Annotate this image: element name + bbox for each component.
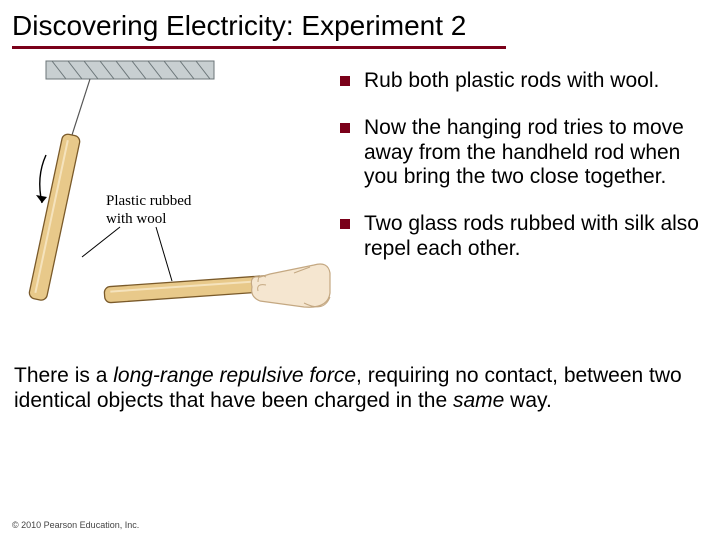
diagram-label-line2: with wool: [106, 211, 166, 227]
summary-part: way.: [504, 389, 551, 412]
copyright-text: © 2010 Pearson Education, Inc.: [12, 520, 139, 530]
bullet-square-icon: [340, 76, 350, 86]
bullet-item: Now the hanging rod tries to move away f…: [340, 116, 708, 190]
diagram-label-line1: Plastic rubbed: [106, 193, 192, 209]
bullet-square-icon: [340, 219, 350, 229]
bullet-item: Rub both plastic rods with wool.: [340, 69, 708, 94]
bullet-list: Rub both plastic rods with wool. Now the…: [332, 57, 708, 357]
bullet-text: Two glass rods rubbed with silk also rep…: [364, 212, 708, 262]
experiment-diagram: Plastic rubbed with wool: [12, 57, 332, 357]
summary-emphasis: same: [453, 389, 504, 412]
bullet-text: Rub both plastic rods with wool.: [364, 69, 659, 94]
title-underline: [12, 46, 506, 49]
bullet-item: Two glass rods rubbed with silk also rep…: [340, 212, 708, 262]
content-row: Plastic rubbed with wool Rub both plasti…: [0, 57, 720, 357]
page-title: Discovering Electricity: Experiment 2: [0, 0, 720, 46]
bullet-text: Now the hanging rod tries to move away f…: [364, 116, 708, 190]
bullet-square-icon: [340, 123, 350, 133]
summary-emphasis: long-range repulsive force: [113, 364, 356, 387]
summary-text: There is a long-range repulsive force, r…: [0, 357, 720, 413]
summary-part: There is a: [14, 364, 113, 387]
